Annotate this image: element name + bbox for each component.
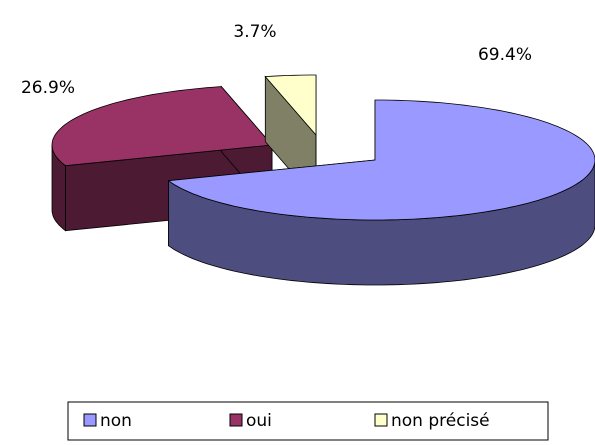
legend-box: [67, 401, 549, 441]
slice: [167, 99, 595, 286]
legend-label: non précisé: [391, 411, 490, 431]
slice-top: [167, 99, 595, 221]
pie: [51, 74, 595, 286]
data-label: 69.4%: [478, 45, 532, 65]
legend-swatch: [229, 413, 243, 427]
legend-label: oui: [246, 411, 272, 431]
legend-label: non: [100, 411, 132, 431]
data-label: 3.7%: [233, 22, 276, 42]
slice-top: [51, 86, 273, 167]
slice-top: [264, 74, 317, 137]
legend-swatch: [374, 413, 388, 427]
data-label: 26.9%: [21, 78, 75, 98]
legend-swatch: [83, 413, 97, 427]
